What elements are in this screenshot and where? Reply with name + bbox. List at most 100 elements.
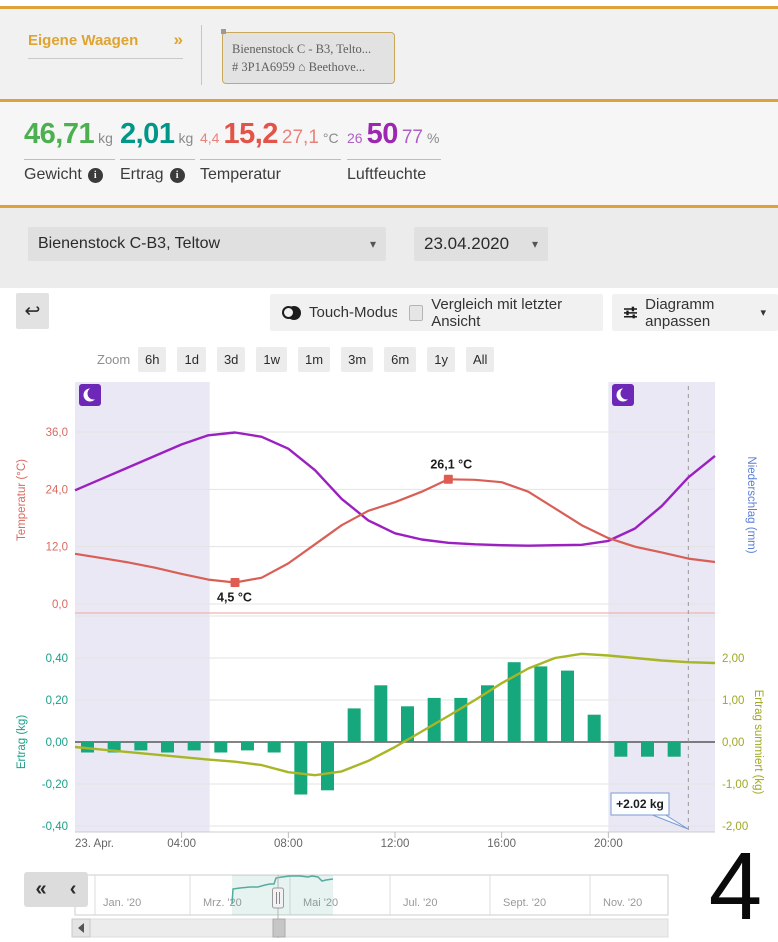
yield-bar[interactable] bbox=[481, 685, 494, 742]
yield-sum-series[interactable] bbox=[74, 652, 716, 777]
yield-bar[interactable] bbox=[134, 742, 148, 751]
ertrag-value: 2,01 bbox=[120, 118, 175, 150]
x-tick-label: 20:00 bbox=[594, 838, 623, 850]
page-number-overlay: 4 bbox=[708, 833, 763, 940]
yield-bar[interactable] bbox=[267, 742, 281, 753]
yield-tick-label: -0,40 bbox=[42, 821, 68, 833]
stats-band: 46,71 kg Gewicht i 2,01 kg Ertrag i 4,4 … bbox=[0, 102, 778, 205]
breadcrumb[interactable]: Eigene Waagen » bbox=[28, 30, 183, 59]
chevron-down-icon: ▾ bbox=[369, 237, 376, 251]
temperature-tick-label: 0,0 bbox=[52, 599, 68, 611]
luftfeuchte-unit: % bbox=[426, 130, 440, 146]
yield-bar[interactable] bbox=[454, 697, 468, 742]
yield-bar[interactable] bbox=[107, 742, 121, 753]
yield-bar[interactable] bbox=[187, 742, 201, 751]
customize-label: Diagramm anpassen bbox=[645, 295, 715, 330]
yield-bar[interactable] bbox=[401, 706, 414, 742]
date-select[interactable]: 23.04.2020 ▾ bbox=[414, 227, 548, 261]
zoom-option-1w[interactable]: 1w bbox=[256, 346, 288, 372]
temperature-point-marker[interactable] bbox=[443, 474, 453, 484]
step-backward-button[interactable]: ‹ bbox=[69, 878, 77, 900]
info-icon[interactable]: i bbox=[87, 167, 103, 183]
yield-sum-tick-label: -1,00 bbox=[722, 779, 748, 791]
navigator-handle[interactable] bbox=[272, 887, 284, 909]
vertical-divider bbox=[201, 25, 202, 85]
yield-bar[interactable] bbox=[641, 742, 654, 757]
luftfeuchte-label: Luftfeuchte bbox=[347, 166, 427, 183]
touch-mode-label: Touch-Modus bbox=[309, 304, 400, 321]
divider-line bbox=[0, 205, 778, 208]
yield-tick-label: 0,00 bbox=[46, 737, 68, 749]
hive-temperature-series[interactable] bbox=[74, 431, 716, 547]
yield-sum-tick-label: 0,00 bbox=[722, 737, 744, 749]
yield-bar[interactable] bbox=[534, 666, 548, 742]
x-tick-label: 12:00 bbox=[381, 838, 410, 850]
scrollbar-left-button[interactable] bbox=[71, 918, 91, 938]
scale-card-subtitle: # 3P1A6959 ⌂ Beethove... bbox=[232, 60, 366, 74]
zoom-option-6h[interactable]: 6h bbox=[138, 346, 167, 372]
yield-bar[interactable] bbox=[161, 742, 174, 753]
yield-bar[interactable] bbox=[374, 685, 388, 742]
yield-sum-axis-title: Ertrag summiert (kg) bbox=[752, 690, 764, 795]
ertrag-label: Ertrag bbox=[120, 166, 164, 183]
zoom-option-1y[interactable]: 1y bbox=[427, 346, 455, 372]
luftfeuchte-value: 50 bbox=[366, 118, 399, 150]
yield-bar[interactable] bbox=[507, 662, 521, 742]
navigator-month-label: Jan. '20 bbox=[103, 897, 141, 909]
yield-bar[interactable] bbox=[347, 708, 361, 742]
yield-tick-label: 0,40 bbox=[46, 653, 68, 665]
temperatur-max: 27,1 bbox=[281, 127, 319, 148]
x-tick-label: 08:00 bbox=[274, 838, 303, 850]
yield-bar[interactable] bbox=[214, 742, 228, 753]
zoom-option-3m[interactable]: 3m bbox=[341, 346, 374, 372]
yield-bar[interactable] bbox=[321, 742, 334, 791]
yield-bar[interactable] bbox=[561, 670, 574, 742]
zoom-option-6m[interactable]: 6m bbox=[384, 346, 417, 372]
yield-tick-label: -0,20 bbox=[42, 779, 68, 791]
yield-sum-tick-label: 2,00 bbox=[722, 653, 744, 665]
compare-checkbox-button[interactable]: Vergleich mit letzter Ansicht bbox=[397, 294, 603, 331]
selector-band: Bienenstock C-B3, Teltow ▾ 23.04.2020 ▾ bbox=[0, 208, 778, 288]
stat-temperatur: 4,4 15,2 27,1 °C Temperatur bbox=[200, 116, 341, 184]
navigator-track[interactable] bbox=[74, 874, 669, 916]
chevron-down-icon: ▾ bbox=[531, 237, 538, 251]
temperatur-min: 4,4 bbox=[200, 130, 220, 146]
navigator-page-buttons: « ‹ bbox=[24, 872, 88, 907]
stat-ertrag: 2,01 kg Ertrag i bbox=[120, 116, 196, 184]
scrollbar-thumb[interactable] bbox=[272, 918, 286, 938]
customize-chart-button[interactable]: Diagramm anpassen ▾ bbox=[612, 294, 778, 331]
yield-bar[interactable] bbox=[427, 697, 441, 742]
temperatur-label: Temperatur bbox=[200, 166, 281, 183]
temperature-point-label: 26,1 °C bbox=[430, 457, 472, 471]
temperature-point-marker[interactable] bbox=[230, 577, 240, 587]
yield-bar[interactable] bbox=[667, 742, 681, 757]
zoom-option-1d[interactable]: 1d bbox=[177, 346, 206, 372]
scrollbar-track[interactable] bbox=[89, 918, 669, 938]
stat-luftfeuchte: 26 50 77 % Luftfeuchte bbox=[347, 116, 442, 184]
fast-backward-button[interactable]: « bbox=[35, 878, 47, 900]
yield-bar[interactable] bbox=[241, 742, 254, 751]
touch-mode-button[interactable]: Touch-Modus bbox=[270, 294, 412, 331]
temperature-tick-label: 24,0 bbox=[46, 484, 68, 496]
zoom-option-1m[interactable]: 1m bbox=[298, 346, 331, 372]
divider-line bbox=[0, 99, 778, 102]
undo-button[interactable]: ↩ bbox=[16, 293, 49, 329]
x-tick-label: 04:00 bbox=[167, 838, 196, 850]
temperature-axis-title: Temperatur (°C) bbox=[16, 459, 28, 541]
yield-bar[interactable] bbox=[294, 742, 308, 795]
luftfeuchte-min: 26 bbox=[347, 130, 363, 146]
chart-canvas[interactable]: 23. Apr. 04:00 08:00 12:00 16:00 20:00 4,5 °C 2… bbox=[0, 375, 778, 942]
hive-select[interactable]: Bienenstock C-B3, Teltow ▾ bbox=[28, 227, 386, 261]
zoom-label: Zoom bbox=[97, 351, 131, 367]
info-icon[interactable]: i bbox=[169, 167, 185, 183]
outside-temperature-series[interactable] bbox=[74, 478, 716, 584]
breadcrumb-label[interactable]: Eigene Waagen bbox=[28, 31, 139, 49]
zoom-option-all[interactable]: All bbox=[465, 346, 495, 372]
zoom-option-3d[interactable]: 3d bbox=[216, 346, 246, 372]
checkbox-icon[interactable] bbox=[409, 304, 424, 321]
scale-card[interactable]: Bienenstock C - B3, Telto... # 3P1A6959 … bbox=[221, 29, 395, 84]
toggle-icon bbox=[282, 305, 301, 320]
yield-bar[interactable] bbox=[614, 742, 628, 757]
yield-sum-tick-label: -2,00 bbox=[722, 821, 748, 833]
yield-bar[interactable] bbox=[587, 714, 601, 742]
